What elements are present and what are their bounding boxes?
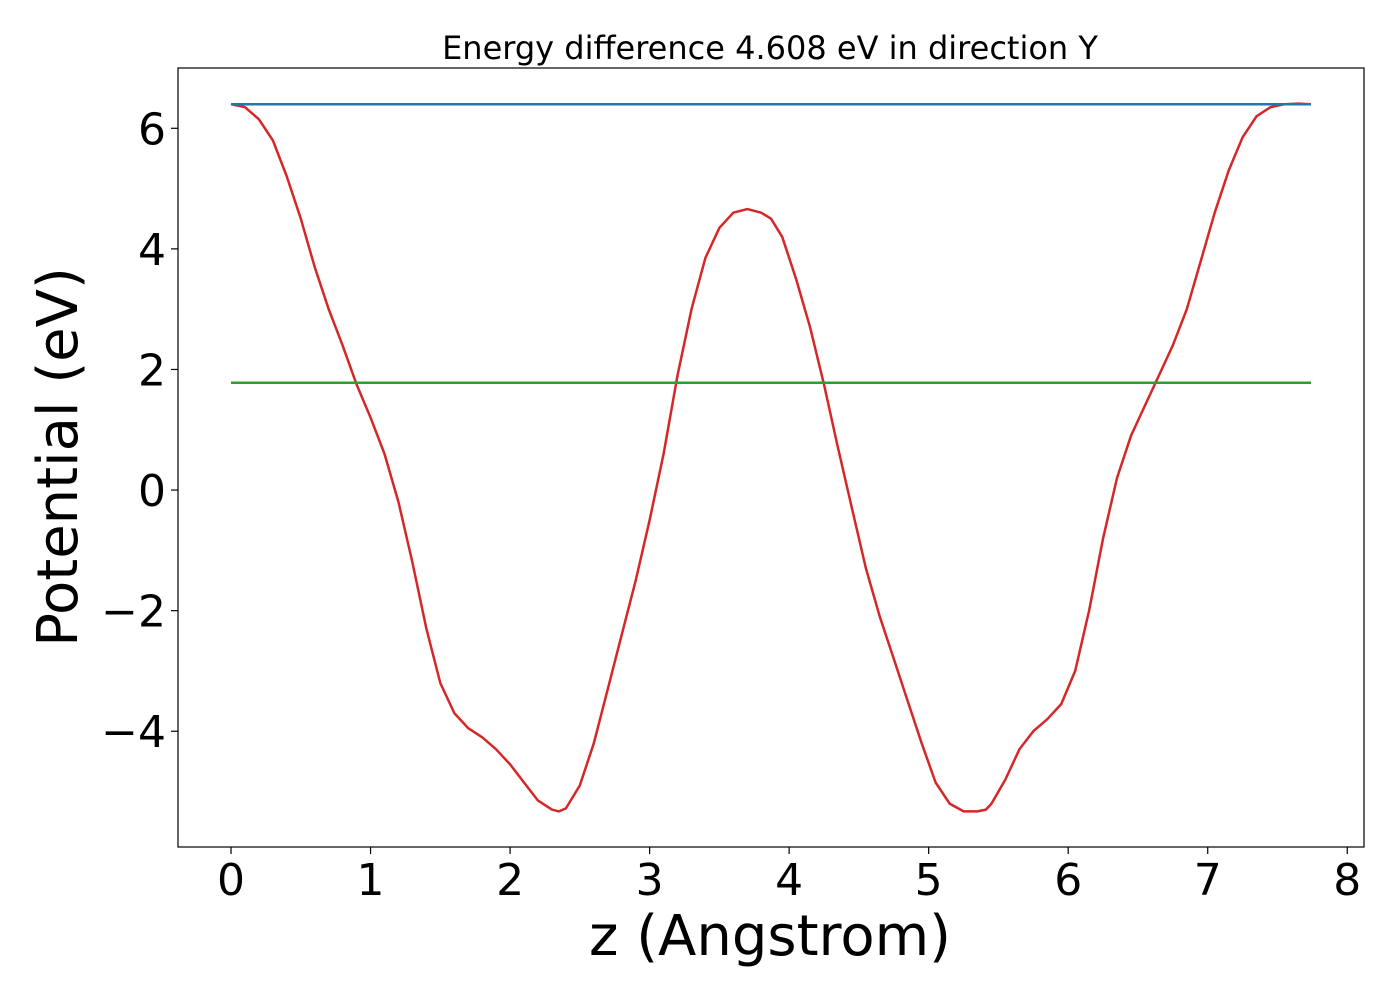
- y-tick-label: 0: [138, 466, 166, 517]
- x-tick-label: 1: [357, 855, 385, 906]
- x-tick-label: 5: [915, 855, 943, 906]
- x-tick-label: 6: [1054, 855, 1082, 906]
- x-tick-label: 8: [1333, 855, 1361, 906]
- x-ticks: 0 1 2 3 4 5 6 7 8: [217, 847, 1361, 906]
- series-line-potential: [230, 102, 1312, 813]
- y-tick-label: −2: [101, 587, 166, 638]
- y-tick-label: −4: [101, 707, 166, 758]
- x-tick-label: 2: [496, 855, 524, 906]
- x-axis-label: z (Angstrom): [589, 904, 951, 969]
- y-tick-label: 2: [138, 345, 166, 396]
- y-tick-label: 4: [138, 225, 166, 276]
- y-axis-label: Potential (eV): [26, 267, 91, 647]
- plot-frame: [177, 67, 1365, 848]
- y-ticks: −4 −2 0 2 4 6: [101, 104, 178, 758]
- chart-title: Energy difference 4.608 eV in direction …: [442, 29, 1098, 67]
- y-tick-label: 6: [138, 104, 166, 155]
- x-tick-label: 0: [217, 855, 245, 906]
- x-tick-label: 4: [775, 855, 803, 906]
- series-layer: [230, 102, 1312, 813]
- x-tick-label: 7: [1194, 855, 1222, 906]
- x-tick-label: 3: [636, 855, 664, 906]
